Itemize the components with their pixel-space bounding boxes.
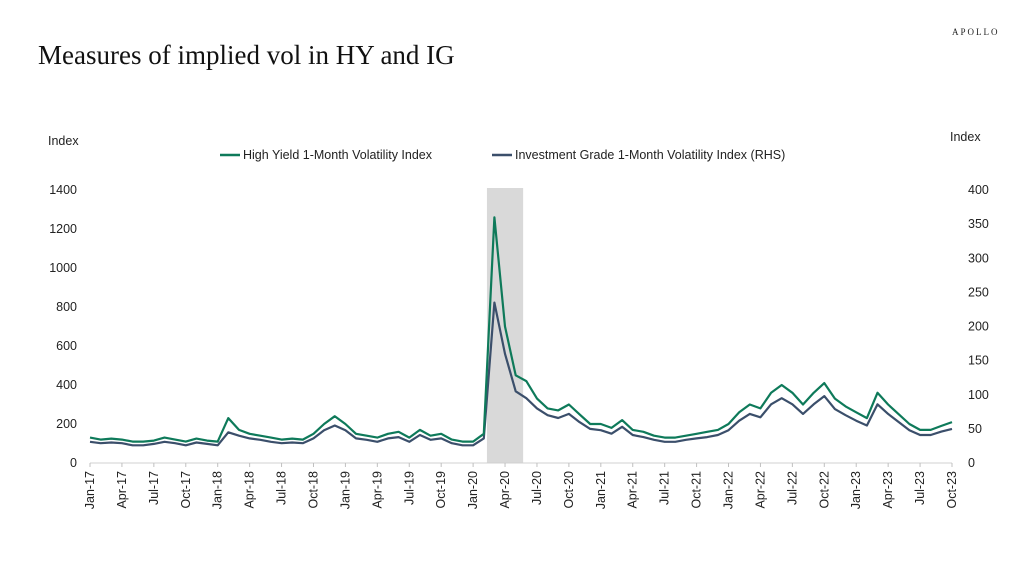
y-tick-left: 1400 <box>49 183 77 197</box>
x-tick-label: Jan-22 <box>722 471 736 509</box>
chart-title: Measures of implied vol in HY and IG <box>38 40 455 70</box>
y-tick-right: 250 <box>968 285 989 299</box>
y-tick-left: 400 <box>56 378 77 392</box>
x-tick-label: Apr-20 <box>498 471 512 509</box>
x-tick-label: Oct-20 <box>562 471 576 509</box>
y-tick-left: 200 <box>56 417 77 431</box>
y-tick-left: 1200 <box>49 222 77 236</box>
x-tick-label: Jan-18 <box>211 471 225 509</box>
x-tick-label: Oct-21 <box>690 471 704 509</box>
x-tick-label: Apr-23 <box>881 471 895 509</box>
x-tick-label: Jul-18 <box>275 471 289 505</box>
x-tick-label: Jul-22 <box>785 471 799 505</box>
y-tick-right: 0 <box>968 456 975 470</box>
x-tick-label: Jan-23 <box>849 471 863 509</box>
x-tick-label: Jul-19 <box>402 471 416 505</box>
y-tick-left: 1000 <box>49 261 77 275</box>
legend-label-hy: High Yield 1-Month Volatility Index <box>243 148 433 162</box>
left-axis-label: Index <box>48 134 79 148</box>
y-tick-left: 800 <box>56 300 77 314</box>
x-tick-label: Apr-21 <box>626 471 640 509</box>
y-tick-right: 200 <box>968 320 989 334</box>
y-tick-right: 350 <box>968 217 989 231</box>
x-tick-label: Jul-23 <box>913 471 927 505</box>
x-tick-label: Apr-18 <box>243 471 257 509</box>
x-tick-label: Jan-17 <box>83 471 97 509</box>
x-tick-label: Jul-21 <box>658 471 672 505</box>
x-tick-label: Oct-23 <box>945 471 959 509</box>
x-tick-label: Jan-19 <box>338 471 352 509</box>
brand-logo: APOLLO <box>952 27 1000 37</box>
x-tick-label: Jul-20 <box>530 471 544 505</box>
x-tick-label: Oct-22 <box>817 471 831 509</box>
x-tick-label: Jan-21 <box>594 471 608 509</box>
y-tick-right: 150 <box>968 354 989 368</box>
series-line-ig <box>89 301 953 447</box>
x-tick-label: Jan-20 <box>466 471 480 509</box>
y-tick-right: 400 <box>968 183 989 197</box>
x-tick-label: Apr-22 <box>753 471 767 509</box>
y-tick-left: 0 <box>70 456 77 470</box>
y-tick-right: 300 <box>968 251 989 265</box>
legend-label-ig: Investment Grade 1-Month Volatility Inde… <box>515 148 785 162</box>
x-tick-label: Oct-19 <box>434 471 448 509</box>
y-tick-right: 50 <box>968 422 982 436</box>
x-tick-label: Oct-17 <box>179 471 193 509</box>
legend: High Yield 1-Month Volatility Index Inve… <box>220 148 785 162</box>
x-tick-label: Apr-17 <box>115 471 129 509</box>
right-axis-label: Index <box>950 130 981 144</box>
x-tick-label: Oct-18 <box>306 471 320 509</box>
y-tick-left: 600 <box>56 339 77 353</box>
x-tick-label: Apr-19 <box>370 471 384 509</box>
x-tick-label: Jul-17 <box>147 471 161 505</box>
series-line-hy <box>89 216 953 443</box>
y-tick-right: 100 <box>968 388 989 402</box>
